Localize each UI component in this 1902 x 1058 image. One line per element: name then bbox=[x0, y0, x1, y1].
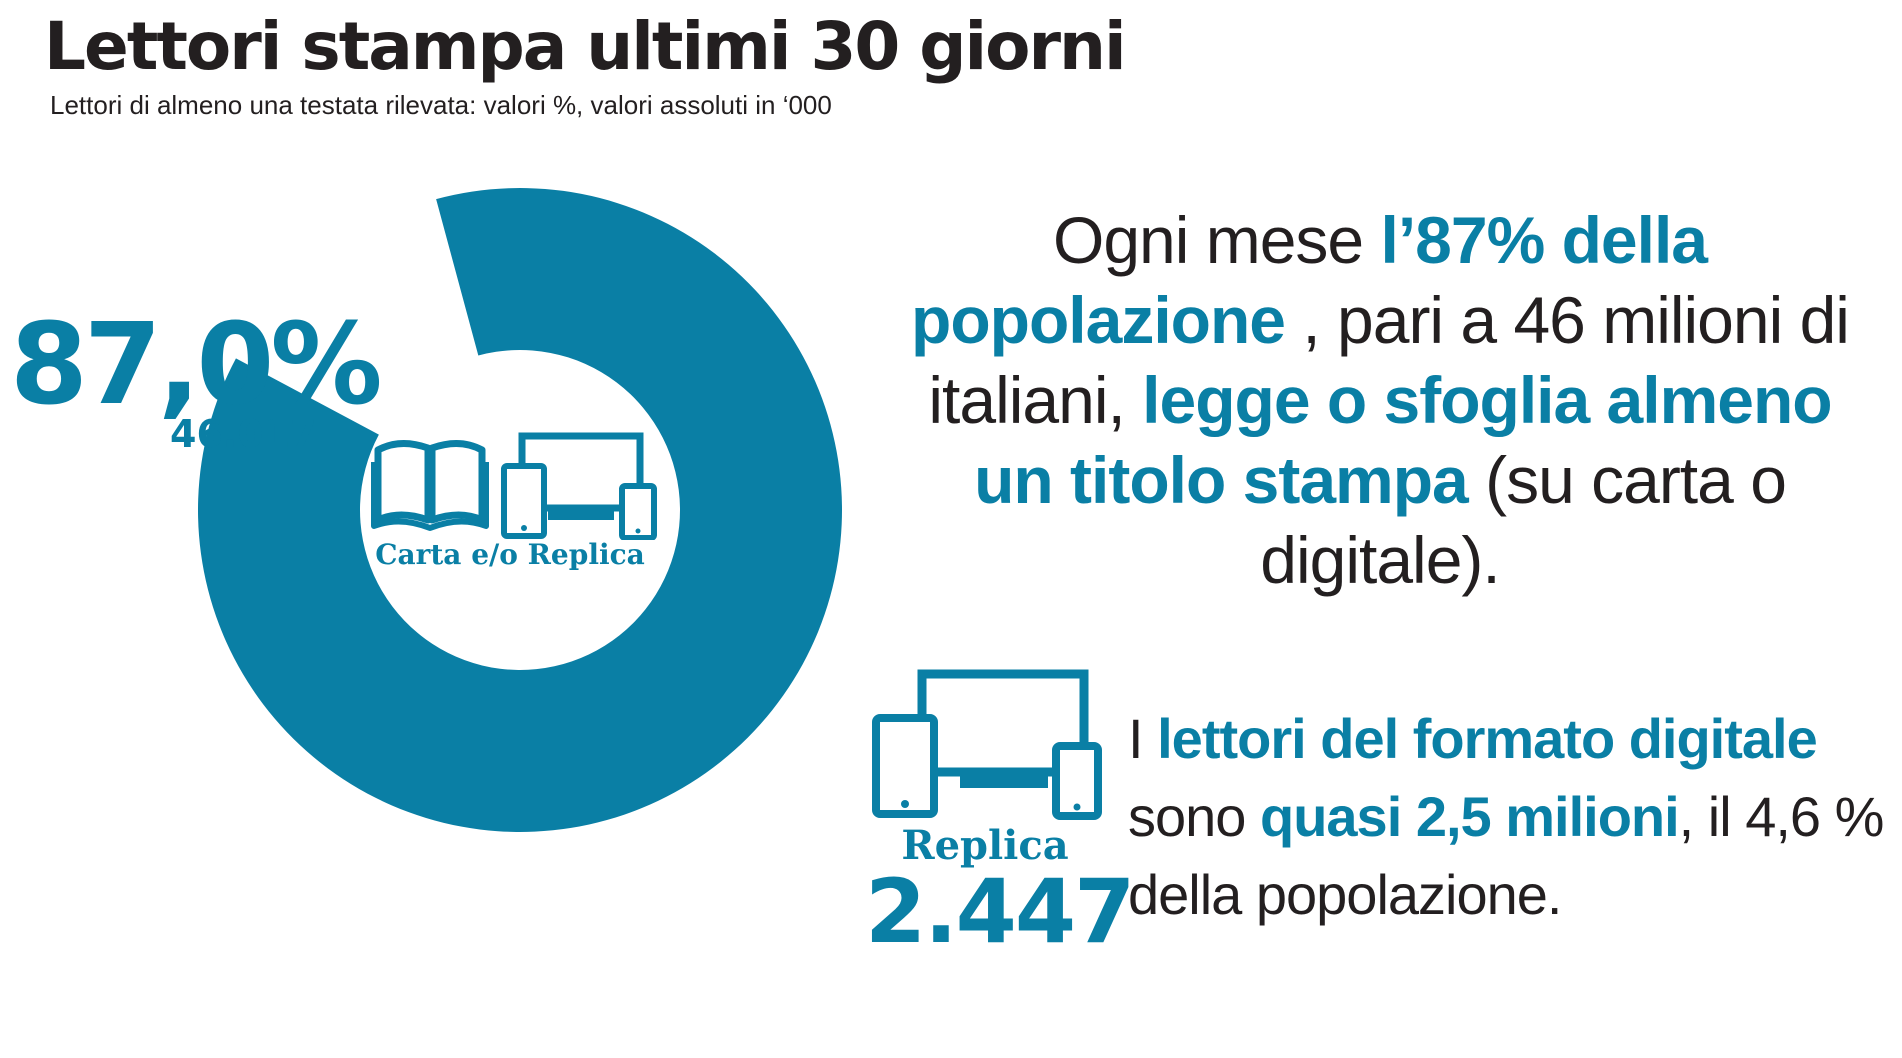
digital-statement: I lettori del formato digitale sono quas… bbox=[1128, 700, 1898, 934]
page-subtitle: Lettori di almeno una testata rilevata: … bbox=[50, 90, 832, 120]
main-text-part: Ogni mese bbox=[1053, 203, 1381, 277]
main-text-highlight: legge o sfoglia almeno un titolo stampa bbox=[974, 363, 1833, 517]
devices-icon bbox=[501, 432, 657, 540]
digital-text-part: , il 4,6 % della popolazione. bbox=[1128, 785, 1884, 926]
digital-text-part: I bbox=[1128, 707, 1158, 770]
replica-devices-icon bbox=[872, 669, 1102, 820]
digital-text-highlight: lettori del formato digitale bbox=[1157, 707, 1818, 770]
main-text-part: (su carta o digitale). bbox=[1260, 443, 1787, 597]
replica-label: Replica bbox=[901, 822, 1069, 869]
center-label: Carta e/o Replica bbox=[375, 538, 645, 571]
donut-slice-readers bbox=[197, 188, 842, 832]
absolute-value: 46.017 bbox=[170, 412, 317, 456]
open-book-icon bbox=[371, 440, 489, 531]
percentage-value: 87,0% bbox=[10, 300, 383, 430]
replica-value: 2.447 bbox=[865, 860, 1135, 963]
donut-chart bbox=[197, 188, 842, 832]
main-statement: Ogni mese l’87% della popolazione , pari… bbox=[900, 200, 1860, 600]
digital-text-highlight: quasi 2,5 milioni bbox=[1260, 785, 1680, 848]
page-title: Lettori stampa ultimi 30 giorni bbox=[44, 8, 1127, 85]
main-text-highlight: l’87% della popolazione bbox=[911, 203, 1708, 357]
main-text-part: , pari a 46 milioni di italiani, bbox=[928, 283, 1850, 437]
digital-text-part: sono bbox=[1128, 785, 1260, 848]
